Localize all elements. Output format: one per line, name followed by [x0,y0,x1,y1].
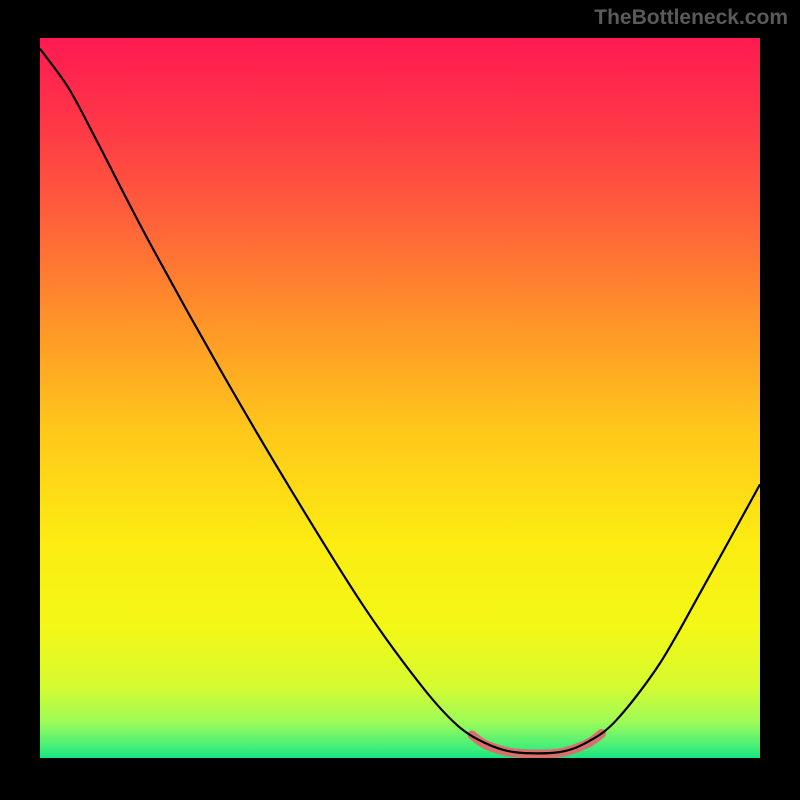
gradient-background [40,38,760,758]
bottleneck-chart [40,38,760,758]
watermark-text: TheBottleneck.com [594,6,788,30]
chart-container [40,38,760,758]
